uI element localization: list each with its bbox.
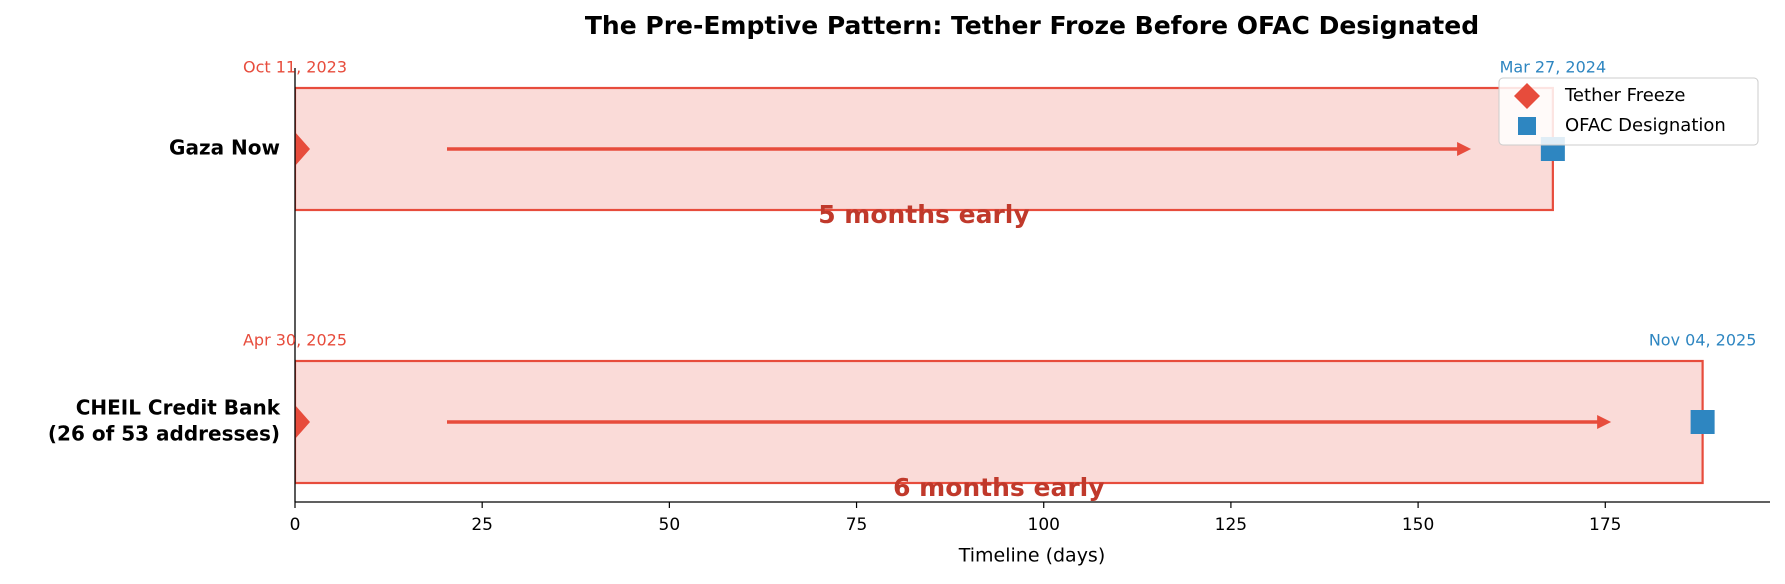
ofac-date: Nov 04, 2025 (1649, 331, 1757, 350)
y-tick-label: Gaza Now (169, 136, 280, 160)
legend-label: Tether Freeze (1564, 85, 1685, 106)
x-tick-label: 25 (471, 515, 493, 535)
annotation: 6 months early (893, 473, 1104, 502)
ofac-date: Mar 27, 2024 (1500, 58, 1607, 77)
legend-label: OFAC Designation (1565, 115, 1726, 136)
x-tick-label: 150 (1402, 515, 1434, 535)
y-tick-label: (26 of 53 addresses) (48, 422, 280, 446)
x-tick-label: 125 (1215, 515, 1247, 535)
freeze-date: Oct 11, 2023 (243, 58, 347, 77)
arrow-head (1457, 142, 1472, 156)
plot-area (295, 86, 1715, 485)
y-tick-label: CHEIL Credit Bank (76, 396, 281, 420)
chart-title: The Pre-Emptive Pattern: Tether Froze Be… (585, 11, 1479, 40)
x-tick-label: 100 (1028, 515, 1060, 535)
legend-box (1498, 77, 1759, 146)
x-tick-label: 175 (1589, 515, 1621, 535)
x-tick-label: 0 (290, 515, 301, 535)
legend-marker (1518, 117, 1536, 135)
freeze-date: Apr 30, 2025 (243, 331, 347, 350)
legend-marker (1514, 83, 1540, 109)
freeze-marker (295, 405, 310, 439)
annotation: 5 months early (818, 200, 1029, 229)
x-axis-label: Timeline (days) (958, 545, 1106, 567)
freeze-marker (295, 132, 310, 166)
x-tick-label: 75 (846, 515, 868, 535)
ofac-marker (1690, 410, 1715, 434)
arrow-head (1597, 415, 1612, 429)
x-tick-label: 50 (659, 515, 681, 535)
